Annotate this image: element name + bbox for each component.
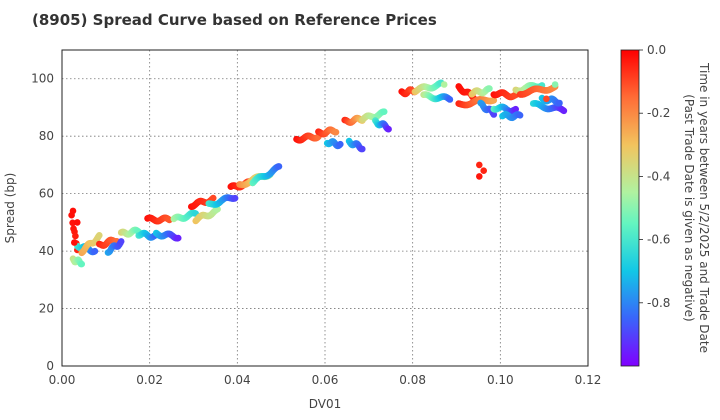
colorbar xyxy=(620,49,640,367)
colorbar-tick-label: -0.4 xyxy=(647,169,670,183)
colorbar-tick-label: -0.8 xyxy=(647,296,670,310)
colorbar-label-line1: Time in years between 5/2/2025 and Trade… xyxy=(697,62,711,353)
scatter-point xyxy=(91,247,99,255)
scatter-point xyxy=(551,81,559,88)
scatter-point xyxy=(543,95,550,103)
scatter-point xyxy=(490,97,498,104)
x-tick-label: 0.02 xyxy=(136,373,163,387)
y-tick-label: 20 xyxy=(39,302,54,316)
scatter-point xyxy=(480,167,488,174)
scatter-point xyxy=(476,161,483,169)
scatter-point xyxy=(337,140,344,148)
y-tick-label: 60 xyxy=(39,187,54,201)
x-axis-label: DV01 xyxy=(309,397,342,411)
grid xyxy=(62,50,588,366)
x-axis-ticks: 0.00 0.02 0.04 0.06 0.08 0.10 0.12 xyxy=(49,373,602,387)
colorbar-tick-label: -0.6 xyxy=(647,233,670,247)
scatter-point xyxy=(72,232,79,240)
scatter-point xyxy=(174,234,182,242)
scatter-point xyxy=(71,239,78,246)
y-tick-label: 100 xyxy=(31,72,54,86)
scatter-point xyxy=(446,96,454,103)
scatter-point xyxy=(486,85,493,92)
scatter-point xyxy=(78,260,85,268)
scatter-point xyxy=(556,99,563,107)
x-tick-label: 0.12 xyxy=(575,373,602,387)
scatter-point xyxy=(490,111,498,118)
scatter-point xyxy=(560,107,568,115)
scatter-point xyxy=(516,112,524,119)
x-tick-label: 0.04 xyxy=(224,373,251,387)
y-tick-label: 40 xyxy=(39,244,54,258)
colorbar-tick-label: 0.0 xyxy=(647,43,666,57)
y-axis-label: Spread (bp) xyxy=(3,173,17,244)
colorbar-label-line2: (Past Trade Date is given as negative) xyxy=(682,94,696,322)
scatter-points xyxy=(68,79,568,268)
x-tick-label: 0.06 xyxy=(312,373,339,387)
scatter-point xyxy=(209,194,217,202)
chart-title: (8905) Spread Curve based on Reference P… xyxy=(32,11,437,29)
scatter-point xyxy=(512,105,519,113)
colorbar-ticks: 0.0 -0.2 -0.4 -0.6 -0.8 xyxy=(639,43,670,310)
scatter-point xyxy=(231,194,239,202)
x-tick-label: 0.00 xyxy=(49,373,76,387)
scatter-point xyxy=(380,108,388,115)
y-tick-label: 0 xyxy=(46,359,54,373)
y-tick-label: 80 xyxy=(39,129,54,143)
scatter-point xyxy=(359,145,366,153)
scatter-point xyxy=(69,207,77,215)
scatter-point xyxy=(440,81,448,88)
colorbar-tick-label: -0.2 xyxy=(647,106,670,120)
y-axis-ticks: 0 20 40 60 80 100 xyxy=(31,72,54,373)
x-tick-label: 0.10 xyxy=(487,373,514,387)
x-tick-label: 0.08 xyxy=(399,373,426,387)
scatter-point xyxy=(74,219,81,226)
scatter-point xyxy=(332,128,340,136)
scatter-point xyxy=(385,125,392,133)
scatter-point xyxy=(117,238,125,245)
scatter-point xyxy=(96,232,103,239)
scatter-point xyxy=(476,173,483,180)
scatter-point xyxy=(275,163,283,170)
plot-frame xyxy=(61,49,589,367)
